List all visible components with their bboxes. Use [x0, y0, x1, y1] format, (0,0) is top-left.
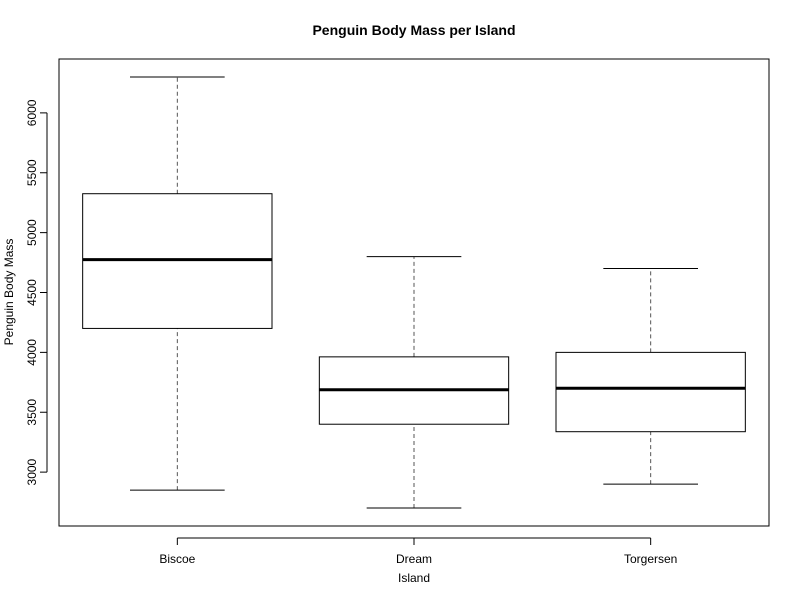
y-axis: 3000 3500 4000 4500 5000 5500 6000: [25, 99, 48, 485]
x-tick-label: Torgersen: [624, 552, 677, 566]
y-tick-label: 5000: [25, 219, 39, 246]
x-axis: Biscoe Dream Torgersen: [159, 537, 677, 566]
x-tick-label: Biscoe: [159, 552, 195, 566]
y-tick-label: 6000: [25, 99, 39, 126]
x-tick-label: Dream: [396, 552, 432, 566]
x-axis-label: Island: [398, 571, 430, 585]
iqr-box: [555, 351, 746, 433]
plot-frame: [58, 58, 770, 527]
box-group-dream: [318, 256, 510, 509]
y-tick-label: 4500: [25, 279, 39, 306]
box-group-torgersen: [555, 268, 746, 485]
y-tick-label: 5500: [25, 159, 39, 186]
y-tick-label: 3000: [25, 458, 39, 485]
boxes: [82, 76, 746, 509]
y-tick-label: 4000: [25, 339, 39, 366]
y-axis-label: Penguin Body Mass: [2, 239, 16, 346]
y-tick-label: 3500: [25, 399, 39, 426]
chart-title: Penguin Body Mass per Island: [312, 22, 515, 38]
box-group-biscoe: [82, 76, 273, 491]
